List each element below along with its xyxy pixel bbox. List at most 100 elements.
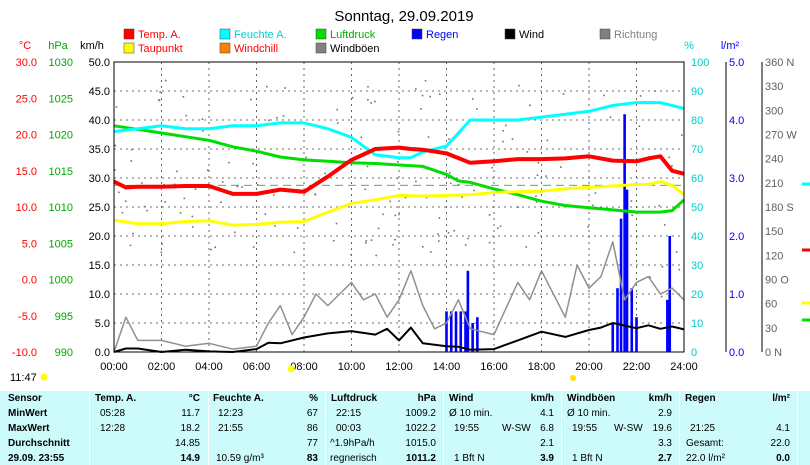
pressure-tick: 1025: [49, 93, 73, 105]
direction-tick: 60: [765, 299, 777, 311]
direction-dot: [335, 222, 338, 225]
stat-cell: 4.1: [540, 408, 554, 419]
direction-dot: [114, 144, 117, 147]
stat-cell: ^1.9hPa/h: [330, 438, 375, 449]
direction-dot: [202, 130, 204, 132]
stat-cell: 22.0 l/m²: [686, 453, 725, 464]
direction-dot: [194, 188, 197, 190]
direction-dot: [367, 98, 369, 101]
stat-cell: Ø 10 min.: [567, 408, 611, 419]
direction-dot: [114, 168, 116, 171]
stat-cell: MinWert: [8, 408, 48, 419]
temp-tick: -10.0: [12, 347, 37, 359]
rain-bar: [454, 311, 458, 352]
direction-dot: [374, 100, 376, 103]
rain-bar: [459, 311, 463, 352]
direction-tick: 150: [765, 226, 783, 238]
direction-dot: [360, 136, 363, 139]
direction-dot: [276, 116, 278, 119]
direction-dot: [529, 104, 531, 107]
direction-dot: [396, 177, 399, 180]
stat-cell: 77: [306, 438, 318, 449]
stats-panel: Sensor MinWert MaxWert Durchschnitt 29.09. 2…: [0, 391, 810, 465]
temp-tick: -5.0: [18, 311, 37, 323]
x-tick-label: 10:00: [338, 361, 366, 373]
direction-dot: [591, 204, 594, 207]
legend-swatch: [599, 28, 611, 40]
x-tick-label: 06:00: [243, 361, 271, 373]
direction-dot: [210, 248, 212, 251]
direction-dot: [394, 238, 396, 241]
direction-dot: [447, 177, 450, 179]
series-line-taupunkt: [113, 180, 685, 227]
direction-dot: [129, 244, 132, 247]
stat-cell: 22:15: [336, 408, 362, 419]
wind-tick: 50.0: [89, 57, 110, 69]
rain-bar: [449, 311, 453, 352]
axis-unit-label: km/h: [80, 40, 104, 52]
direction-dot: [164, 201, 166, 203]
rain-bar: [630, 288, 634, 352]
direction-dot: [159, 91, 161, 93]
direction-dot: [671, 165, 673, 167]
humidity-tick: 60: [691, 173, 703, 185]
temp-tick: 5.0: [22, 238, 37, 250]
direction-dot: [250, 98, 252, 101]
direction-dot: [658, 204, 661, 207]
stat-cell: 2.1: [540, 438, 554, 449]
stat-cell: 00:03: [336, 423, 362, 434]
direction-dot: [201, 118, 204, 120]
direction-dot: [161, 243, 163, 245]
direction-dot: [499, 225, 502, 228]
direction-dot: [471, 98, 474, 100]
stat-cell: km/h: [648, 393, 672, 404]
rain-bar: [666, 299, 669, 352]
direction-dot: [491, 166, 493, 169]
direction-dot: [678, 268, 681, 271]
x-tick-label: 12:00: [385, 361, 413, 373]
pressure-tick: 1005: [49, 238, 73, 250]
direction-dot: [473, 189, 475, 192]
series-line-feuchte-a: [113, 101, 685, 160]
x-axis-ticks: 00:00 02:00 04:00 06:00 08:00 10:00 12:00 14:00…: [100, 361, 698, 373]
direction-dot: [377, 227, 380, 230]
direction-dot: [214, 246, 217, 249]
x-tick-label: 16:00: [480, 361, 508, 373]
direction-dot: [398, 213, 400, 216]
humidity-tick: 40: [691, 231, 703, 243]
x-tick-label: 04:00: [195, 361, 223, 373]
axis-unit-label: hPa: [48, 40, 68, 52]
sunrise-icon: [287, 365, 295, 373]
direction-dot: [392, 243, 394, 246]
direction-dot: [609, 116, 612, 118]
wind-tick: 35.0: [89, 144, 110, 156]
direction-tick: 180 S: [765, 202, 794, 214]
series-line-wind: [113, 322, 685, 353]
direction-dot: [429, 95, 432, 98]
stat-cell: Feuchte A.: [213, 393, 264, 404]
stat-cell: 21:55: [218, 423, 244, 434]
humidity-tick: 80: [691, 115, 703, 127]
humidity-tick: 30: [691, 260, 703, 272]
x-tick-label: 18:00: [528, 361, 556, 373]
temp-tick: 0.0: [22, 275, 37, 287]
direction-dot: [266, 85, 268, 88]
direction-dot: [191, 226, 194, 228]
direction-dot: [536, 174, 539, 177]
rain-bar: [471, 323, 474, 352]
series-line-windb-en: [113, 241, 685, 353]
direction-dot: [130, 160, 133, 162]
wind-tick: 20.0: [89, 231, 110, 243]
direction-dot: [228, 161, 230, 164]
direction-dot: [424, 79, 427, 82]
direction-dot: [415, 180, 417, 183]
stat-cell: km/h: [530, 393, 554, 404]
chart-legend: Temp. A. Taupunkt Feuchte A. Windchill Luftd…: [123, 28, 657, 55]
direction-dot: [264, 213, 267, 215]
legend-label: Regen: [426, 29, 458, 41]
direction-dot: [124, 200, 127, 203]
legend-swatch: [123, 28, 135, 40]
direction-dot: [546, 139, 549, 142]
direction-dot: [370, 239, 373, 241]
legend-swatch: [315, 42, 327, 54]
